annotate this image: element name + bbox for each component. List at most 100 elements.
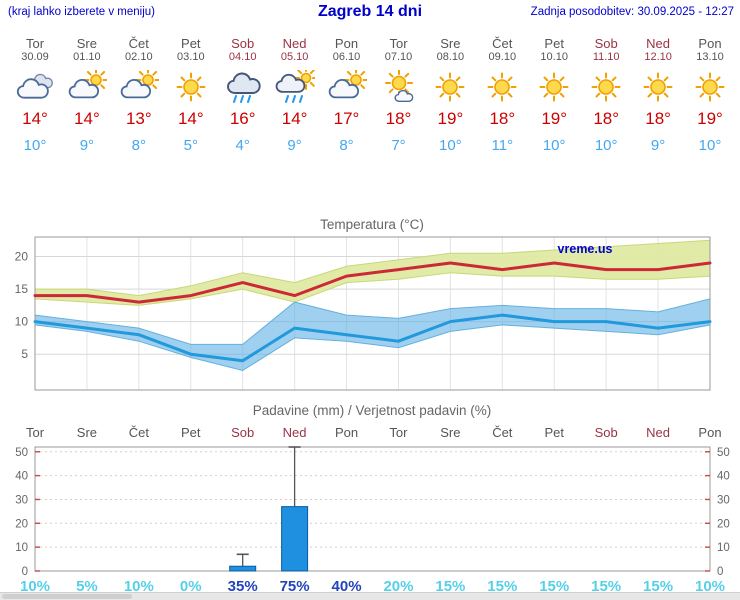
low-temp: 10°: [594, 137, 618, 154]
precipitation-probability: 15%: [487, 578, 517, 595]
low-temp: 11°: [491, 137, 514, 154]
low-temp: 7°: [391, 137, 406, 154]
forecast-day-column: Tor 07.10 18° 7°: [373, 28, 425, 154]
day-name: Ned: [282, 36, 307, 51]
forecast-day-column: Sre 08.10 19° 10°: [424, 28, 476, 154]
page-title: Zagreb 14 dni: [317, 3, 423, 20]
temp-min-line: [33, 313, 712, 363]
day-date: 30.09: [21, 51, 49, 63]
low-temp: 4°: [235, 137, 250, 154]
day-name: Sre: [76, 36, 97, 51]
precip-day-label: Pon: [335, 425, 358, 440]
day-name: Sre: [440, 36, 461, 51]
precip-y-tick-label: 0: [717, 566, 723, 578]
high-temp: 14°: [281, 109, 308, 128]
day-date: 02.10: [125, 51, 153, 63]
precipitation-probability: 10%: [695, 578, 725, 595]
precipitation-probability: 15%: [643, 578, 673, 595]
day-name: Tor: [389, 36, 408, 51]
day-name: Sob: [594, 36, 618, 51]
precip-day-label: Ned: [283, 425, 307, 440]
precipitation-probability: 15%: [435, 578, 465, 595]
day-date: 05.10: [280, 51, 309, 63]
precip-y-tick-label: 10: [15, 542, 28, 554]
page-header: (kraj lahko izberete v meniju) Zagreb 14…: [0, 0, 740, 26]
precip-y-tick-label: 40: [717, 471, 730, 483]
forecast-day-column: Sre 01.10 14° 9°: [61, 28, 113, 154]
cloud-icon: [9, 68, 61, 106]
sun-icon: [528, 68, 580, 106]
mostly-sunny-icon: [373, 68, 425, 106]
horizontal-scrollbar[interactable]: [0, 592, 740, 600]
sun-icon: [580, 68, 632, 106]
day-name: Pet: [544, 36, 564, 51]
high-temp: 18°: [489, 109, 516, 128]
day-date: 09.10: [488, 51, 517, 63]
day-name: Pon: [334, 36, 359, 51]
low-temp: 10°: [439, 137, 462, 154]
day-name: Ned: [646, 36, 671, 51]
sun-icon: [165, 68, 217, 106]
precipitation-probability: 35%: [228, 578, 258, 595]
day-name: Čet: [492, 36, 513, 51]
precip-day-label: Sob: [231, 425, 254, 440]
precip-day-label: Tor: [26, 425, 45, 440]
vreme-us-link[interactable]: vreme.us: [558, 242, 613, 256]
day-name: Sob: [231, 36, 255, 51]
precipitation-probability: 10%: [20, 578, 50, 595]
forecast-day-column: Sob 11.10 18° 10°: [580, 28, 632, 154]
day-date: 07.10: [384, 51, 413, 63]
sun-cloud-icon: [61, 68, 113, 106]
forecast-day-column: Tor 30.09 14° 10°: [9, 28, 61, 154]
precip-chart-title: Padavine (mm) / Verjetnost padavin (%): [253, 403, 492, 418]
precipitation-probability: 15%: [539, 578, 569, 595]
forecast-day-column: Pon 06.10 17° 8°: [321, 28, 373, 154]
temp-y-tick-label: 5: [21, 347, 28, 361]
precip-day-label: Sre: [77, 425, 97, 440]
precip-day-label: Čet: [129, 425, 150, 440]
day-name: Pet: [181, 36, 201, 51]
precip-y-tick-label: 50: [717, 447, 730, 459]
high-temp: 14°: [74, 109, 100, 128]
forecast-day-column: Ned 12.10 18° 9°: [632, 28, 684, 154]
precipitation-probability: 20%: [383, 578, 413, 595]
temp-y-tick-label: 20: [15, 250, 29, 264]
day-date: 11.10: [592, 51, 620, 63]
high-temp: 19°: [437, 109, 464, 128]
precipitation-chart: Padavine (mm) / Verjetnost padavin (%) To…: [15, 403, 730, 595]
day-name: Pon: [698, 36, 722, 51]
high-temp: 18°: [593, 109, 620, 128]
low-temp: 9°: [79, 137, 95, 154]
day-date: 01.10: [73, 51, 101, 63]
precipitation-probability: 5%: [76, 578, 98, 595]
day-date: 04.10: [228, 51, 257, 63]
rain-icon: [217, 68, 269, 106]
precip-day-label: Čet: [492, 425, 513, 440]
precip-y-tick-label: 50: [15, 447, 28, 459]
precip-day-label: Pet: [544, 425, 564, 440]
precip-y-tick-label: 0: [22, 566, 28, 578]
precip-day-label: Pet: [181, 425, 201, 440]
forecast-day-column: Ned 05.10 14° 9°: [269, 28, 321, 154]
forecast-day-column: Sob 04.10 16° 4°: [217, 28, 269, 154]
temp-chart-title: Temperatura (°C): [320, 217, 424, 232]
precipitation-probability: 0%: [180, 578, 202, 595]
precip-day-label: Sre: [440, 425, 460, 440]
low-temp: 5°: [183, 137, 198, 154]
precip-day-label: Ned: [646, 425, 670, 440]
scrollbar-thumb[interactable]: [2, 594, 132, 599]
sun-icon: [684, 68, 736, 106]
precipitation-probability: 15%: [591, 578, 621, 595]
low-temp: 9°: [287, 137, 302, 154]
high-temp: 14°: [22, 109, 48, 128]
high-temp: 13°: [125, 109, 152, 128]
temperature-chart: Temperatura (°C) 5 10 15 20 vreme.us: [15, 217, 712, 391]
sun-icon: [632, 68, 684, 106]
forecast-day-column: Čet 09.10 18° 11°: [476, 28, 528, 154]
precip-bar: [281, 506, 309, 572]
day-name: Čet: [128, 36, 149, 51]
last-updated: Zadnja posodobitev: 30.09.2025 - 12:27: [530, 6, 734, 18]
precip-y-tick-label: 20: [717, 518, 730, 530]
forecast-row: Tor 30.09 14° 10° Sre 01.10 14° 9° Čet 02.10 13° 8°…: [0, 28, 740, 170]
precip-y-tick-label: 10: [717, 542, 730, 554]
